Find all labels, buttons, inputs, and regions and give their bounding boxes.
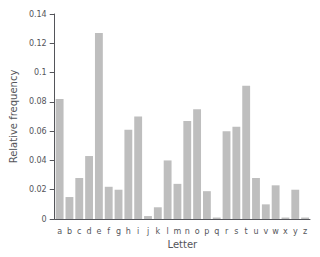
svg-text:0.06: 0.06 — [29, 127, 47, 136]
svg-text:0.08: 0.08 — [29, 97, 47, 106]
svg-text:a: a — [57, 227, 62, 236]
svg-text:g: g — [116, 227, 121, 236]
svg-text:u: u — [253, 227, 258, 236]
svg-text:v: v — [263, 227, 268, 236]
svg-text:0.12: 0.12 — [29, 39, 47, 48]
svg-text:0.1: 0.1 — [34, 68, 47, 77]
svg-text:Letter: Letter — [168, 239, 199, 250]
svg-text:b: b — [67, 227, 72, 236]
svg-text:s: s — [234, 227, 238, 236]
svg-text:Relative frequency: Relative frequency — [8, 70, 19, 164]
svg-text:h: h — [126, 227, 131, 236]
svg-text:0: 0 — [42, 215, 47, 224]
svg-text:x: x — [283, 227, 288, 236]
svg-text:m: m — [174, 227, 182, 236]
svg-text:i: i — [137, 227, 139, 236]
svg-text:e: e — [96, 227, 101, 236]
svg-text:d: d — [87, 227, 92, 236]
svg-text:z: z — [303, 227, 307, 236]
svg-text:n: n — [185, 227, 190, 236]
svg-text:o: o — [195, 227, 200, 236]
svg-text:f: f — [107, 227, 110, 236]
svg-text:w: w — [272, 227, 279, 236]
svg-text:p: p — [204, 227, 209, 236]
svg-text:j: j — [146, 227, 149, 236]
svg-text:y: y — [293, 227, 298, 236]
svg-text:l: l — [167, 227, 169, 236]
svg-text:q: q — [214, 227, 219, 236]
svg-text:t: t — [245, 227, 248, 236]
svg-text:0.02: 0.02 — [29, 185, 47, 194]
svg-text:r: r — [225, 227, 229, 236]
svg-text:c: c — [77, 227, 81, 236]
svg-text:0.14: 0.14 — [29, 10, 47, 19]
svg-text:k: k — [155, 227, 160, 236]
svg-text:0.04: 0.04 — [29, 156, 47, 165]
